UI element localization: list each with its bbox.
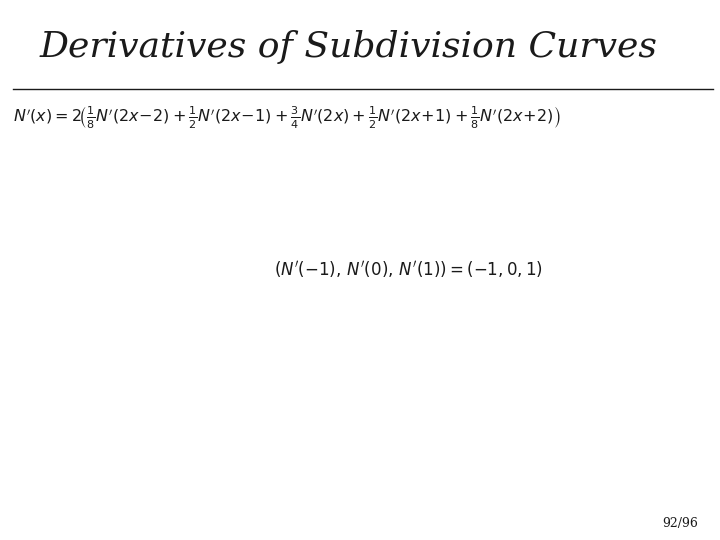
Text: 92/96: 92/96 <box>662 517 698 530</box>
Text: $N'(x) = 2\!\left(\frac{1}{8} N'(2x\!-\!2) + \frac{1}{2} N'(2x\!-\!1) + \frac{3}: $N'(x) = 2\!\left(\frac{1}{8} N'(2x\!-\!… <box>13 104 561 130</box>
Text: $\left(N'(-1),\, N'(0),\, N'(1)\right) = \left(-1, 0, 1\right)$: $\left(N'(-1),\, N'(0),\, N'(1)\right) =… <box>274 259 542 280</box>
Text: Derivatives of Subdivision Curves: Derivatives of Subdivision Curves <box>40 30 657 64</box>
